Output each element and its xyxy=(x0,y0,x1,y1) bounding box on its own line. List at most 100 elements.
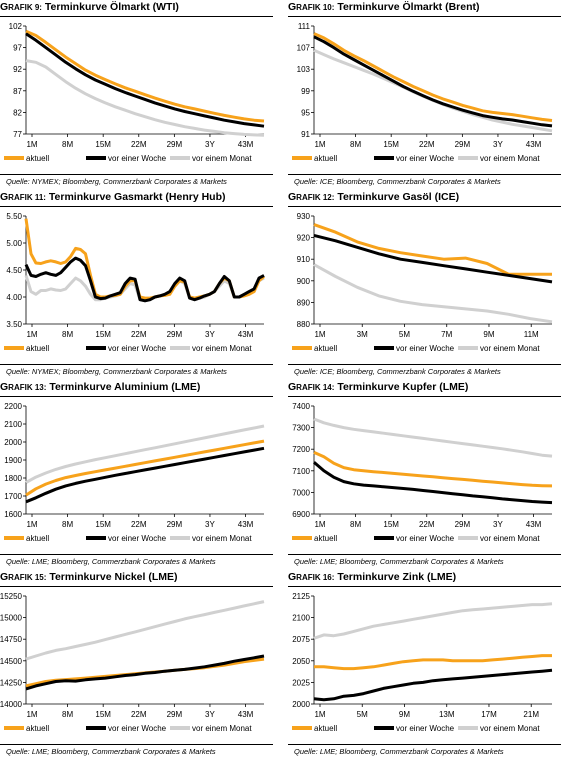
x-tick-label: 1M xyxy=(314,710,325,719)
x-tick-label: 22M xyxy=(131,330,147,339)
y-tick-label: 5.50 xyxy=(6,212,22,221)
series-line-monat xyxy=(313,48,553,133)
x-tick-label: 29M xyxy=(167,710,183,719)
legend-swatch xyxy=(170,726,190,730)
y-tick-label: 77 xyxy=(13,130,22,139)
series-line-monat xyxy=(25,424,265,484)
legend-item: vor einem Monat xyxy=(458,532,540,544)
title-rule xyxy=(0,16,273,17)
series-line-monat xyxy=(25,59,265,137)
chart-panel: GRAFIK 10: Terminkurve Ölmarkt (Brent) 91… xyxy=(288,0,561,190)
line-chart: 14000 14250 14500 14750 15000 15250 1M 8M 15M 22M… xyxy=(0,592,265,719)
title-text: Terminkurve Kupfer (LME) xyxy=(334,381,469,393)
x-tick-label: 15M xyxy=(95,140,111,149)
y-tick-label: 14750 xyxy=(0,635,23,644)
title-number: RAFIK 12: xyxy=(296,193,335,202)
title-number: RAFIK 15: xyxy=(8,573,47,582)
legend-label: vor einem Monat xyxy=(192,343,252,353)
series-line-woche xyxy=(25,32,265,128)
x-tick-label: 1M xyxy=(314,520,325,529)
y-tick-label: 1700 xyxy=(4,492,22,501)
title-prefix: G xyxy=(288,571,297,583)
title-number: RAFIK 13: xyxy=(8,383,47,392)
legend-item: aktuell xyxy=(4,152,49,164)
chart-legend: aktuell vor einer Woche vor einem Monat xyxy=(288,532,561,546)
y-tick-label: 14000 xyxy=(0,700,23,709)
chart-legend: aktuell vor einer Woche vor einem Monat xyxy=(0,722,273,736)
legend-label: vor einer Woche xyxy=(396,723,455,733)
legend-item: aktuell xyxy=(292,722,337,734)
legend-label: vor einem Monat xyxy=(192,153,252,163)
legend-swatch xyxy=(292,726,312,730)
y-tick-label: 82 xyxy=(13,108,22,117)
x-tick-label: 8M xyxy=(62,520,73,529)
x-tick-label: 3Y xyxy=(205,140,215,149)
chart-source: Quelle: LME; Bloomberg, Commerzbank Corp… xyxy=(6,747,216,756)
y-tick-label: 2025 xyxy=(292,678,310,687)
x-tick-label: 3Y xyxy=(493,140,503,149)
chart-source: Quelle: NYMEX; Bloomberg, Commerzbank Co… xyxy=(6,177,227,186)
y-tick-label: 4.50 xyxy=(6,266,22,275)
y-tick-label: 14250 xyxy=(0,678,23,687)
y-tick-label: 890 xyxy=(297,298,311,307)
x-tick-label: 3Y xyxy=(205,330,215,339)
title-text: Terminkurve Aluminium (LME) xyxy=(46,381,201,393)
chart-legend: aktuell vor einer Woche vor einem Monat xyxy=(288,342,561,356)
legend-label: aktuell xyxy=(314,153,338,163)
source-rule xyxy=(288,554,561,555)
legend-label: vor einer Woche xyxy=(108,343,167,353)
legend-item: vor einem Monat xyxy=(170,342,252,354)
title-text: Terminkurve Gasöl (ICE) xyxy=(334,191,460,203)
title-prefix: G xyxy=(288,191,297,203)
legend-swatch xyxy=(86,346,106,350)
legend-swatch xyxy=(86,536,106,540)
y-tick-label: 910 xyxy=(297,255,311,264)
chart-legend: aktuell vor einer Woche vor einem Monat xyxy=(288,722,561,736)
series-line-monat xyxy=(25,600,265,661)
title-number: RAFIK 16: xyxy=(296,573,335,582)
chart-panel: GRAFIK 13: Terminkurve Aluminium (LME) 16… xyxy=(0,380,273,570)
legend-swatch xyxy=(4,536,24,540)
series-line-monat xyxy=(313,263,553,324)
y-tick-label: 900 xyxy=(297,277,311,286)
legend-swatch xyxy=(374,346,394,350)
y-tick-label: 102 xyxy=(9,22,23,31)
x-tick-label: 8M xyxy=(350,140,361,149)
line-chart: 77 82 87 92 97 102 1M 8M 15M 22M 29M 3Y 43M xyxy=(9,22,265,149)
y-tick-label: 7300 xyxy=(292,424,310,433)
source-rule xyxy=(0,364,273,365)
title-text: Terminkurve Gasmarkt (Henry Hub) xyxy=(45,191,226,203)
x-tick-label: 8M xyxy=(62,140,73,149)
x-tick-label: 3Y xyxy=(205,520,215,529)
y-tick-label: 5.00 xyxy=(6,239,22,248)
legend-item: aktuell xyxy=(292,532,337,544)
title-rule xyxy=(0,586,273,587)
y-tick-label: 2100 xyxy=(4,420,22,429)
legend-label: vor einer Woche xyxy=(108,153,167,163)
legend-label: vor einem Monat xyxy=(480,343,540,353)
chart-title: GRAFIK 11: Terminkurve Gasmarkt (Henry H… xyxy=(0,190,273,204)
x-tick-label: 3Y xyxy=(493,520,503,529)
y-tick-label: 2000 xyxy=(292,700,310,709)
legend-item: vor einem Monat xyxy=(458,152,540,164)
title-rule xyxy=(0,206,273,207)
x-tick-label: 1M xyxy=(26,140,37,149)
series-line-woche xyxy=(25,446,265,504)
legend-swatch xyxy=(4,726,24,730)
y-tick-label: 2075 xyxy=(292,635,310,644)
series-line-aktuell xyxy=(313,32,553,122)
x-tick-label: 1M xyxy=(26,330,37,339)
legend-swatch xyxy=(458,156,478,160)
legend-item: aktuell xyxy=(292,152,337,164)
x-tick-label: 43M xyxy=(238,330,254,339)
y-tick-label: 3.50 xyxy=(6,320,22,329)
series-line-woche xyxy=(313,461,553,505)
chart-title: GRAFIK 16: Terminkurve Zink (LME) xyxy=(288,570,561,584)
title-number: RAFIK 14: xyxy=(296,383,335,392)
source-rule xyxy=(0,744,273,745)
x-tick-label: 9M xyxy=(399,710,410,719)
chart-title: GRAFIK 10: Terminkurve Ölmarkt (Brent) xyxy=(288,0,561,14)
title-prefix: G xyxy=(0,1,9,13)
title-number: RAFIK 9: xyxy=(8,3,42,12)
legend-swatch xyxy=(170,346,190,350)
